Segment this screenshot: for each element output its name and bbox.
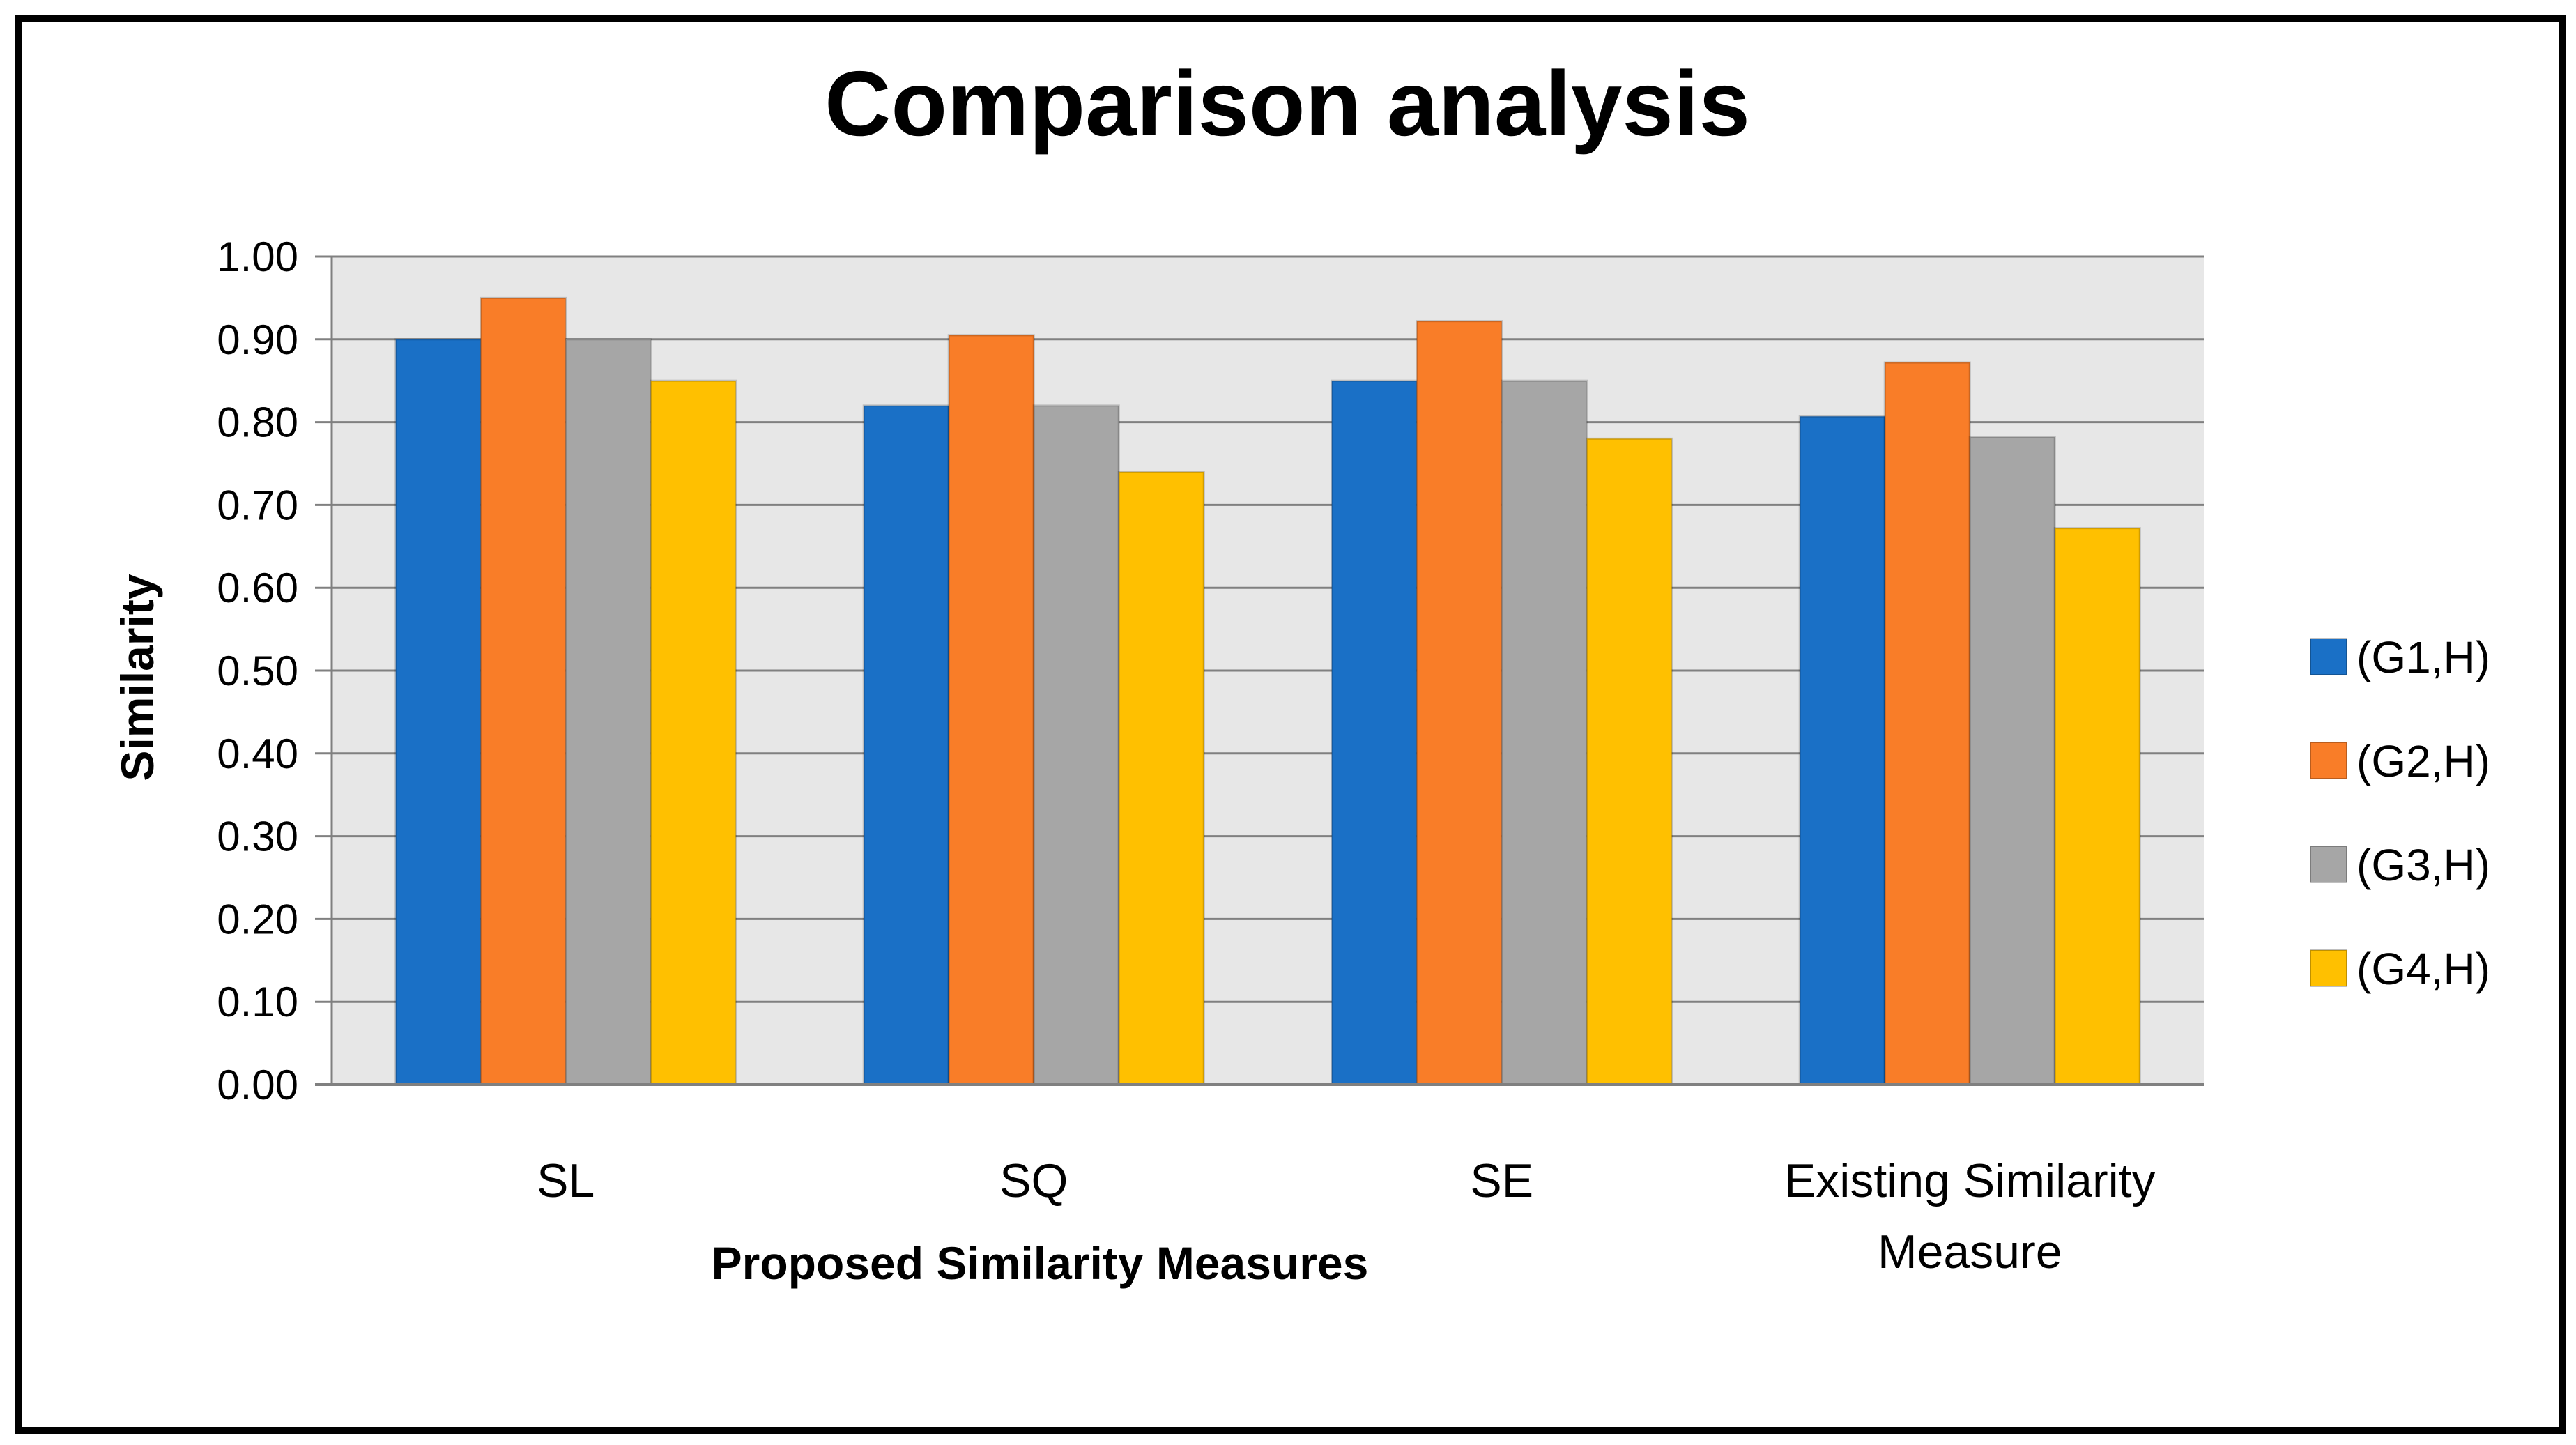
bar-g3h-0 (565, 338, 652, 1086)
bar-g4h-3 (2053, 527, 2141, 1086)
bar-g3h-2 (1501, 379, 1588, 1086)
legend-swatch (2310, 846, 2347, 883)
legend-swatch (2310, 742, 2347, 779)
legend: (G1,H) (G2,H) (G3,H) (G4,H) (2310, 632, 2490, 994)
x-category-label: SL (537, 1154, 595, 1207)
chart-title: Comparison analysis (825, 52, 1750, 155)
legend-label: (G4,H) (2356, 944, 2490, 994)
bar-g2h-1 (947, 334, 1035, 1086)
bar-g4h-0 (650, 379, 737, 1086)
bar-g1h-1 (862, 404, 950, 1086)
x-category-label: SE (1470, 1154, 1533, 1207)
legend-swatch (2310, 949, 2347, 987)
bar-g3h-1 (1032, 404, 1120, 1086)
bar-g4h-1 (1117, 471, 1205, 1086)
bar-g1h-2 (1331, 379, 1418, 1086)
legend-label: (G3,H) (2356, 840, 2490, 890)
x-category-label: Existing Similarity (1784, 1154, 2156, 1207)
bar-g1h-0 (394, 338, 482, 1086)
bar-g1h-3 (1798, 415, 1886, 1086)
y-tick-label: 0.50 (217, 648, 298, 694)
y-tick-label: 0.00 (217, 1062, 298, 1108)
legend-label: (G1,H) (2356, 632, 2490, 682)
legend-swatch (2310, 638, 2347, 675)
y-tick-label: 1.00 (217, 234, 298, 280)
y-tick-label: 0.20 (217, 896, 298, 942)
plot-area: 0.00 0.10 0.20 0.30 0.40 0.50 0.60 0.70 0.80 0.90… (217, 234, 2204, 1278)
legend-label: (G2,H) (2356, 736, 2490, 786)
y-tick-label: 0.70 (217, 482, 298, 528)
chart: Comparison analysis 0.00 0.10 0.20 0.30 0.40… (112, 52, 2490, 1289)
bar-g2h-2 (1416, 320, 1503, 1086)
chart-frame: Comparison analysis 0.00 0.10 0.20 0.30 0.40… (15, 15, 2566, 1434)
y-axis-title: Similarity (112, 574, 163, 781)
bar-g2h-0 (480, 296, 567, 1086)
x-category-label: SQ (999, 1154, 1068, 1207)
x-axis-title: Proposed Similarity Measures (712, 1237, 1369, 1289)
y-tick-label: 0.90 (217, 316, 298, 363)
bar-g3h-3 (1968, 436, 2056, 1086)
y-tick-label: 0.30 (217, 813, 298, 860)
x-category-label: Measure (1878, 1225, 2062, 1278)
y-tick-label: 0.10 (217, 979, 298, 1025)
y-tick-label: 0.40 (217, 731, 298, 777)
bar-g2h-3 (1883, 361, 1971, 1086)
y-tick-label: 0.60 (217, 565, 298, 611)
bar-g4h-2 (1586, 437, 1673, 1086)
y-tick-label: 0.80 (217, 399, 298, 446)
